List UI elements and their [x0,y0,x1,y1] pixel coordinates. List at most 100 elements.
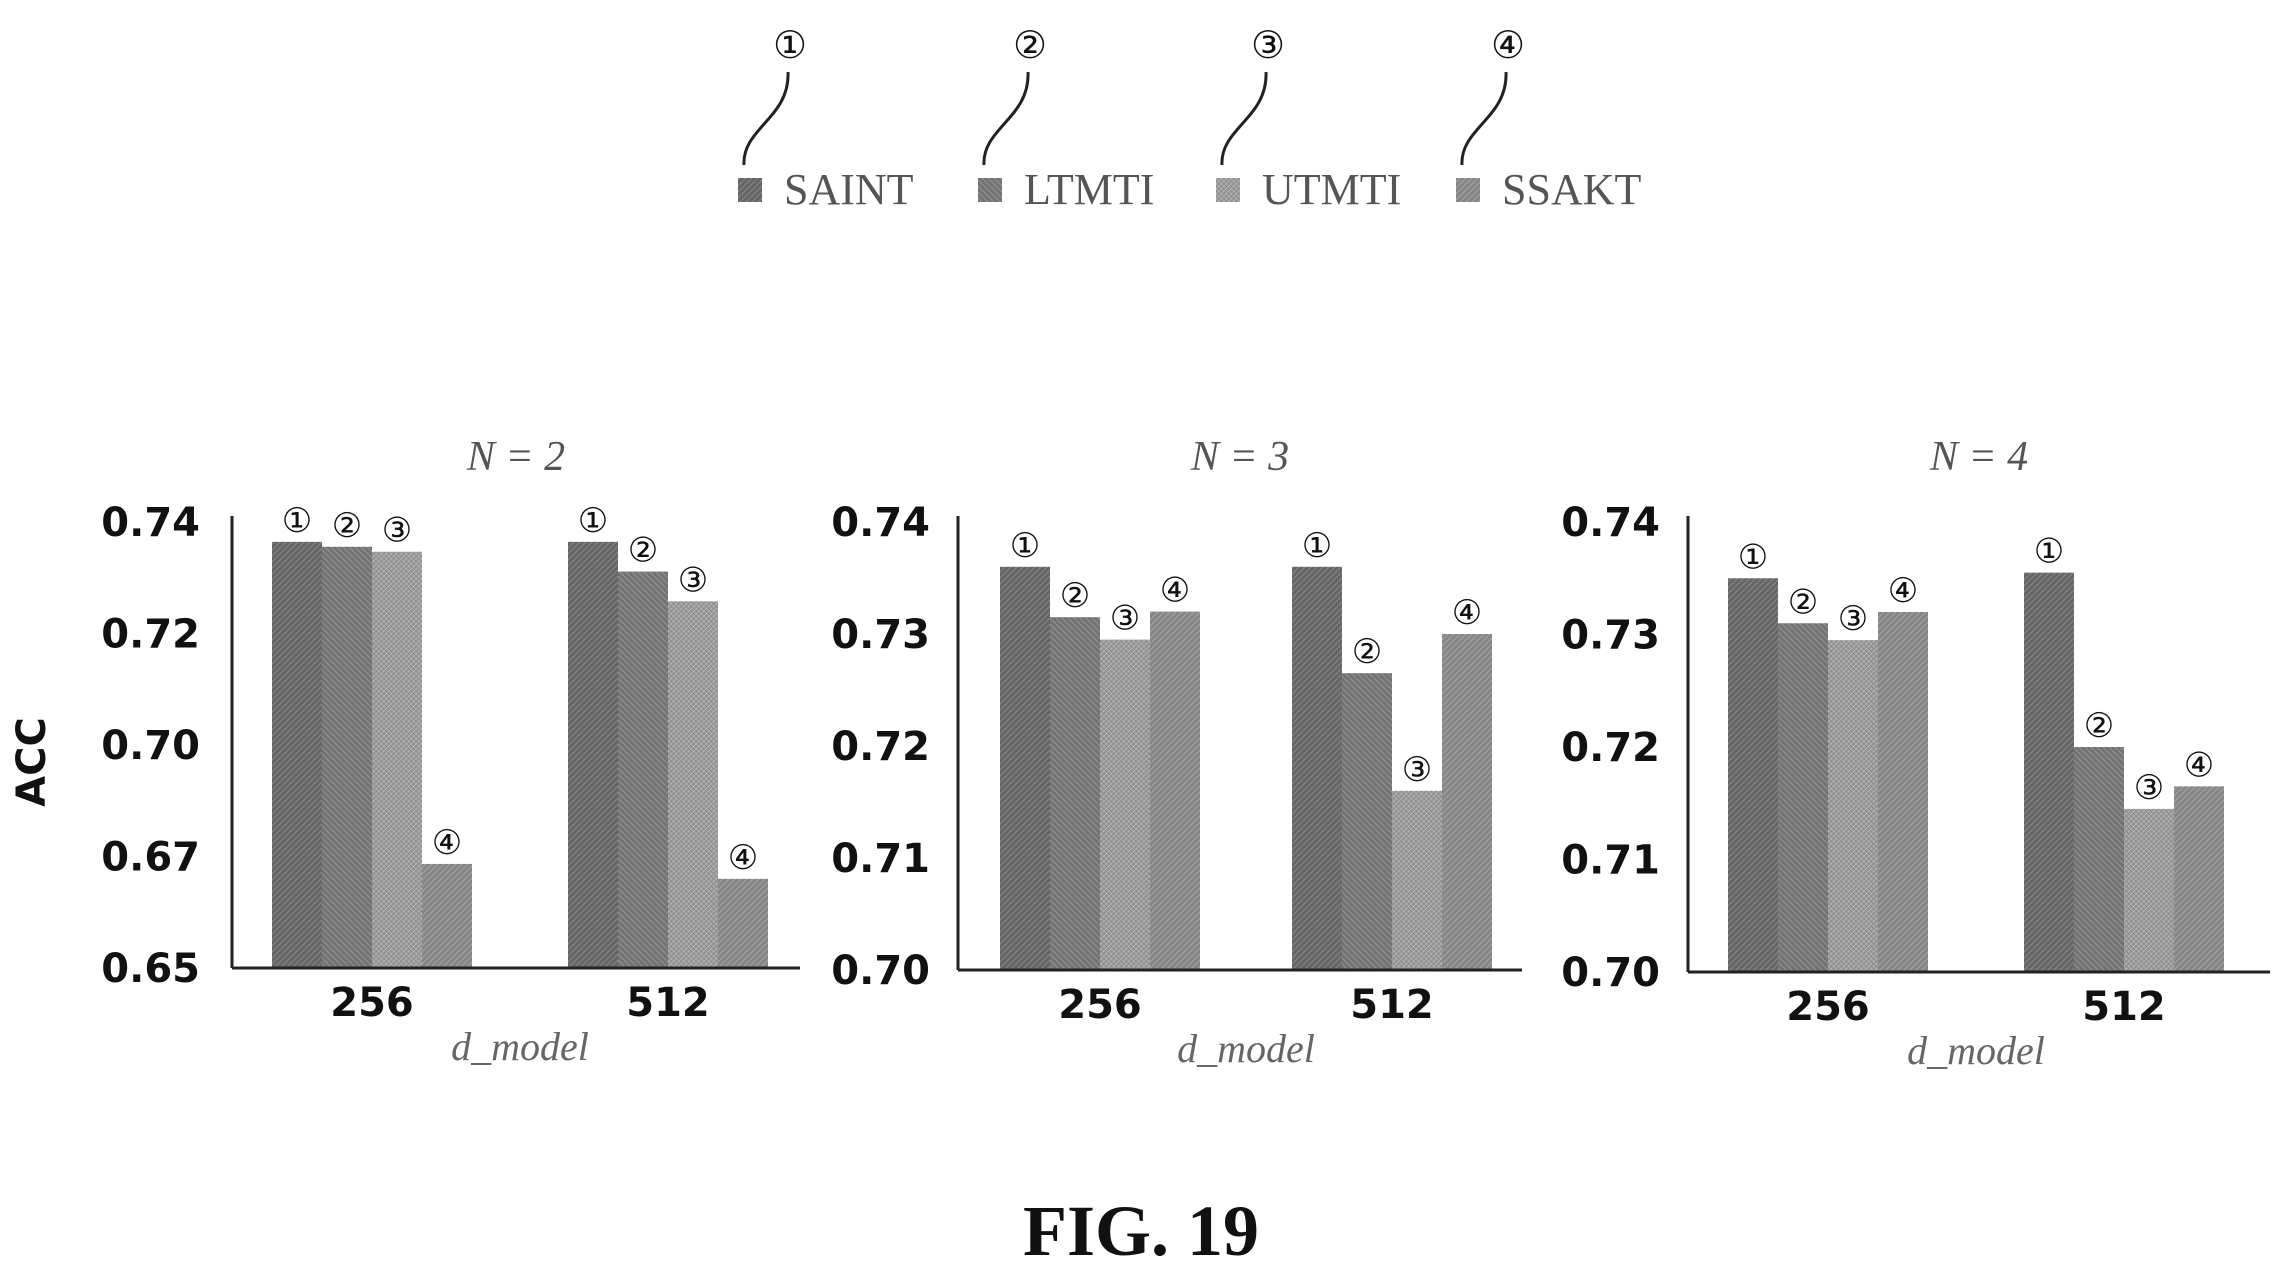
legend-marker: ④ [1491,23,1525,67]
bar [2024,572,2074,972]
bar [668,601,718,968]
bar-marker-label: ① [1010,526,1040,566]
legend-label: LTMTI [1024,165,1154,214]
bar [1778,623,1828,972]
bar [1828,640,1878,972]
bar-marker-label: ② [628,531,658,571]
bar-marker-label: ④ [1888,571,1918,611]
legend-marker: ③ [1251,23,1285,67]
legend-leader-line [1220,71,1268,166]
y-tick-label: 0.73 [1561,613,1660,659]
bar [1100,639,1150,970]
bar [1878,612,1928,972]
bar [1342,673,1392,970]
bar [1050,617,1100,970]
legend-leader-line [982,71,1030,166]
y-tick-label: 0.74 [831,500,930,546]
chart-panels: N = 20.740.720.700.670.65① ② ③④256①②③④512d… [101,434,2270,1073]
bar-marker-label: ③ [1402,750,1432,790]
legend-leader-line [1460,71,1508,166]
legend-swatch [1456,178,1480,202]
legend-marker: ① [773,23,807,67]
y-axis-label: ACC [9,717,55,807]
y-tick-label: 0.72 [831,724,930,770]
bar-marker-label: ① [578,501,608,541]
x-tick-label: 512 [626,980,710,1026]
bar-marker-label: ③ [382,511,412,551]
x-tick-label: 512 [1350,982,1434,1028]
x-tick-label: 256 [1058,982,1142,1028]
legend-swatch [978,178,1002,202]
x-axis-label: d_model [451,1024,589,1069]
y-tick-label: 0.67 [101,835,200,881]
legend-item: ① SAINT [738,23,914,214]
panel-title: N = 3 [1190,434,1289,480]
bar-marker-label: ② [1060,576,1090,616]
legend-label: SSAKT [1502,165,1641,214]
y-tick-label: 0.74 [1561,500,1660,546]
bar [2074,747,2124,972]
panel-title: N = 2 [466,434,565,480]
legend-item: ③ UTMTI [1216,23,1401,214]
bar-marker-label: ④ [1160,571,1190,611]
bar-marker-label: ② [2084,706,2114,746]
bar [2124,808,2174,972]
bar [272,541,322,968]
y-tick-label: 0.70 [831,948,930,994]
chart-panel: N = 20.740.720.700.670.65① ② ③④256①②③④512d… [101,434,800,1069]
bar-marker-label: ② [1788,582,1818,622]
figure-caption: FIG. 19 [1023,1191,1259,1271]
legend-swatch [1216,178,1240,202]
y-tick-label: 0.71 [1561,838,1660,884]
legend-leader-line [742,71,790,166]
bar [1392,790,1442,970]
legend-item: ④ SSAKT [1456,23,1641,214]
y-tick-label: 0.70 [1561,950,1660,996]
bar-marker-label: ① [2034,532,2064,572]
y-tick-label: 0.72 [1561,725,1660,771]
bar-marker-label: ① [1738,537,1768,577]
chart-panel: N = 30.740.730.720.710.70①②③④256①②③④512d… [831,434,1522,1071]
bar-marker-label: ④ [2184,745,2214,785]
x-axis-label: d_model [1907,1028,2045,1073]
bar [372,551,422,968]
bar [1292,566,1342,970]
y-tick-label: 0.72 [101,612,200,658]
bar-marker-label: ③ [678,560,708,600]
y-tick-label: 0.65 [101,946,200,992]
x-axis-label: d_model [1177,1026,1315,1071]
x-tick-label: 512 [2082,984,2166,1030]
bar [1728,578,1778,972]
bar [322,546,372,968]
bar-marker-label: ③ [2134,768,2164,808]
bar [2174,786,2224,972]
legend-item: ② LTMTI [978,23,1154,214]
bar-marker-label: ① [1302,526,1332,566]
panel-title: N = 4 [1929,434,2028,480]
bar-marker-label: ④ [728,838,758,878]
bar-marker-label: ④ [1452,593,1482,633]
bar [422,863,472,968]
y-tick-label: 0.73 [831,612,930,658]
bar-marker-label: ② [332,506,362,546]
bar-marker-label: ③ [1838,599,1868,639]
x-tick-label: 256 [1786,984,1870,1030]
y-tick-label: 0.74 [101,500,200,546]
bar [718,878,768,968]
legend-marker: ② [1013,23,1047,67]
bar [1150,611,1200,970]
bar-marker-label: ④ [432,823,462,863]
bar-marker-label: ① [282,501,312,541]
bar [618,571,668,968]
bar [568,541,618,968]
legend: ① SAINT ② LTMTI ③ UTMTI ④ SSAKT [738,23,1641,214]
legend-swatch [738,178,762,202]
bar [1000,566,1050,970]
legend-label: UTMTI [1262,165,1401,214]
bar-marker-label: ② [1352,632,1382,672]
y-tick-label: 0.71 [831,836,930,882]
bar-marker-label: ③ [1110,599,1140,639]
y-tick-label: 0.70 [101,723,200,769]
